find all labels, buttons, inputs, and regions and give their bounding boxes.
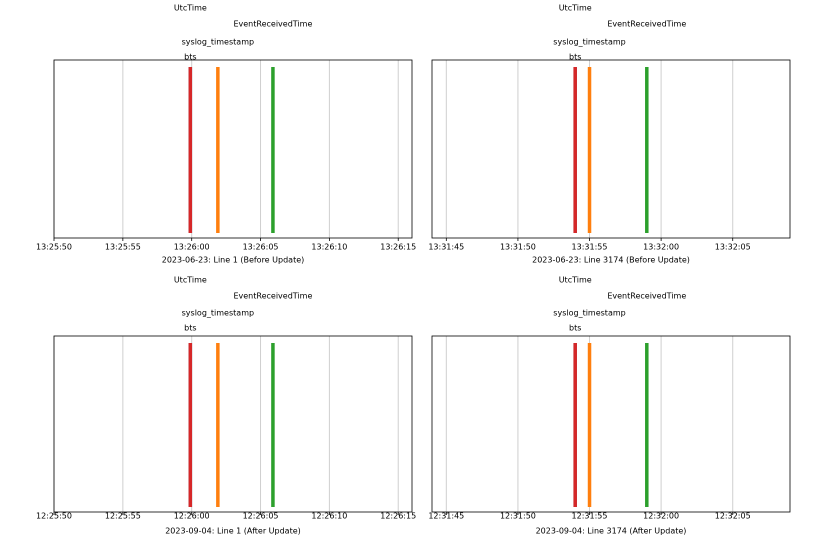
x-tick-label: 12:25:55	[105, 512, 141, 521]
x-tick-label: 12:31:55	[572, 512, 608, 521]
x-tick-label: 13:31:55	[572, 243, 608, 252]
event-label: bts	[569, 324, 581, 333]
x-tick-label: 12:31:50	[500, 512, 536, 521]
x-tick-label: 12:26:00	[174, 512, 210, 521]
x-axis-label: 2023-06-23: Line 1 (Before Update)	[162, 256, 305, 265]
event-label: syslog_timestamp	[182, 38, 254, 47]
event-label: UtcTime	[174, 276, 207, 285]
x-tick-label: 13:26:15	[380, 243, 416, 252]
x-tick-label: 13:31:50	[500, 243, 536, 252]
axes-frame	[431, 59, 791, 239]
x-tick-label: 12:31:45	[428, 512, 464, 521]
x-tick-label: 13:26:00	[174, 243, 210, 252]
x-tick-label: 12:32:05	[715, 512, 751, 521]
x-tick-label: 12:25:50	[36, 512, 72, 521]
event-label: EventReceivedTime	[607, 20, 686, 29]
event-label: bts	[184, 324, 196, 333]
x-tick-label: 12:26:05	[243, 512, 279, 521]
event-label: syslog_timestamp	[553, 309, 625, 318]
event-label: bts	[184, 53, 196, 62]
event-label: syslog_timestamp	[182, 309, 254, 318]
x-tick-label: 13:26:10	[311, 243, 347, 252]
x-tick-label: 13:31:45	[428, 243, 464, 252]
x-axis-label: 2023-06-23: Line 3174 (Before Update)	[532, 256, 690, 265]
x-tick-label: 13:32:00	[643, 243, 679, 252]
axes-frame	[431, 335, 791, 513]
x-tick-label: 12:32:00	[643, 512, 679, 521]
x-axis-label: 2023-09-04: Line 1 (After Update)	[165, 527, 301, 536]
x-tick-label: 13:25:55	[105, 243, 141, 252]
event-label: UtcTime	[559, 4, 592, 13]
x-axis-label: 2023-09-04: Line 3174 (After Update)	[536, 527, 687, 536]
event-label: UtcTime	[174, 4, 207, 13]
event-label: bts	[569, 53, 581, 62]
event-label: EventReceivedTime	[607, 292, 686, 301]
event-label: UtcTime	[559, 276, 592, 285]
x-tick-label: 13:32:05	[715, 243, 751, 252]
axes-frame	[53, 335, 413, 513]
event-label: EventReceivedTime	[233, 20, 312, 29]
axes-frame	[53, 59, 413, 239]
x-tick-label: 13:26:05	[243, 243, 279, 252]
event-label: syslog_timestamp	[553, 38, 625, 47]
x-tick-label: 12:26:15	[380, 512, 416, 521]
x-tick-label: 12:26:10	[311, 512, 347, 521]
event-label: EventReceivedTime	[233, 292, 312, 301]
x-tick-label: 13:25:50	[36, 243, 72, 252]
